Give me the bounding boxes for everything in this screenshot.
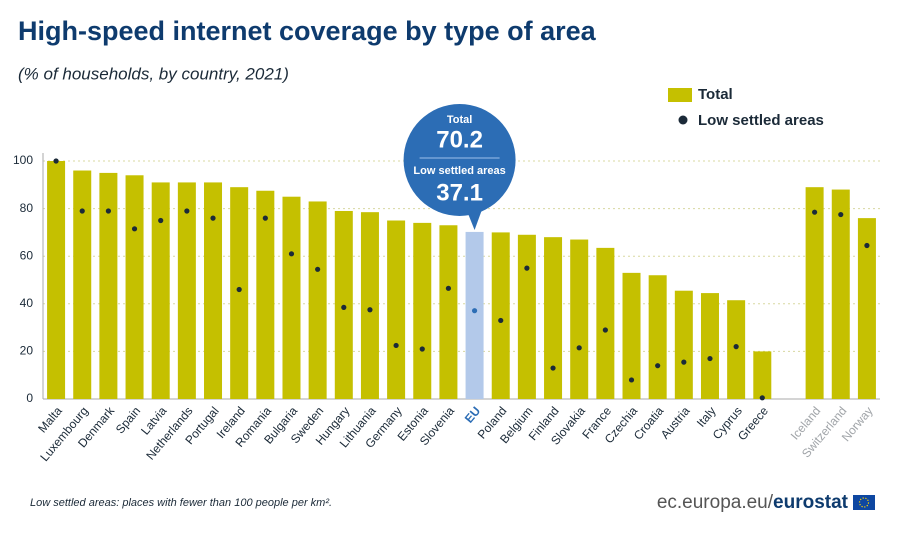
bar xyxy=(360,212,379,399)
bar xyxy=(439,225,458,399)
x-tick-label: EU xyxy=(462,404,483,426)
source: ec.europa.eu/eurostat xyxy=(657,492,849,513)
eu-flag xyxy=(853,495,875,510)
chart-title: High-speed internet coverage by type of … xyxy=(18,16,597,46)
dot xyxy=(236,286,242,293)
dot xyxy=(550,365,556,371)
callout-label: Total xyxy=(447,114,472,126)
legend-dot xyxy=(678,115,688,125)
bar xyxy=(47,161,66,399)
bar xyxy=(831,189,850,399)
y-tick-label: 80 xyxy=(20,201,34,215)
y-tick-label: 100 xyxy=(13,153,33,167)
dot xyxy=(628,377,635,383)
source-brand: eurostat xyxy=(773,492,849,513)
bar xyxy=(544,237,563,399)
bar xyxy=(204,182,223,399)
x-tick-label: Croatia xyxy=(631,404,667,443)
dot xyxy=(602,327,608,333)
bar xyxy=(570,239,589,399)
bar xyxy=(465,231,484,399)
flag-field xyxy=(853,495,875,510)
callout-value: 37.1 xyxy=(436,179,483,206)
dot xyxy=(733,344,739,350)
flag-stars xyxy=(858,497,870,508)
bar xyxy=(727,300,746,399)
dot xyxy=(79,208,85,214)
legend-label: Low settled areas xyxy=(698,112,824,129)
bar xyxy=(700,293,719,399)
callout-bubble xyxy=(403,104,516,216)
dot xyxy=(524,265,530,271)
bar xyxy=(491,232,510,399)
y-tick-label: 20 xyxy=(20,344,34,358)
y-tick-label: 0 xyxy=(26,391,33,405)
chart-subtitle: (% of households, by country, 2021) xyxy=(18,64,289,83)
dot xyxy=(262,215,268,221)
bar xyxy=(753,351,772,399)
dot xyxy=(759,395,765,401)
dot xyxy=(707,355,713,362)
bar xyxy=(857,218,876,399)
source-domain: ec.europa.eu/ xyxy=(657,492,774,513)
bar xyxy=(256,190,275,399)
bar xyxy=(73,170,92,399)
bar xyxy=(99,172,118,399)
callout-label: Low settled areas xyxy=(413,165,505,177)
dot xyxy=(210,215,216,221)
dot xyxy=(105,208,111,214)
bar xyxy=(517,234,536,399)
dot xyxy=(53,158,59,164)
bar xyxy=(805,187,824,399)
bar xyxy=(177,182,196,399)
dot xyxy=(367,307,373,313)
x-tick-label: Spain xyxy=(113,404,143,437)
bar xyxy=(622,272,641,399)
dot xyxy=(864,242,870,249)
dot xyxy=(445,285,452,291)
bar xyxy=(387,220,406,399)
y-tick-label: 60 xyxy=(20,248,34,262)
dot xyxy=(184,208,190,214)
bar xyxy=(413,222,432,399)
bar xyxy=(596,247,615,399)
bar xyxy=(125,175,144,399)
y-tick-label: 40 xyxy=(20,296,34,310)
legend-label: Total xyxy=(698,86,733,103)
bar xyxy=(230,187,249,399)
bar xyxy=(674,290,693,399)
dot xyxy=(315,266,321,272)
footnote: Low settled areas: places with fewer tha… xyxy=(30,497,332,509)
bar xyxy=(151,182,170,399)
dot xyxy=(838,211,844,218)
dot xyxy=(131,226,138,232)
bar xyxy=(648,275,667,399)
callout-value: 70.2 xyxy=(436,126,483,153)
dot xyxy=(471,308,478,314)
bar xyxy=(308,201,327,399)
dot xyxy=(498,317,504,324)
dot xyxy=(341,304,347,310)
dot xyxy=(288,251,295,257)
bar xyxy=(282,196,301,399)
x-tick-label: Austria xyxy=(658,404,693,442)
dot xyxy=(681,359,687,365)
dot xyxy=(576,345,582,351)
legend-swatch xyxy=(668,88,692,102)
dot xyxy=(393,342,399,349)
dot xyxy=(419,346,425,352)
dot xyxy=(812,209,818,215)
dot xyxy=(655,363,661,369)
dot xyxy=(158,217,164,224)
